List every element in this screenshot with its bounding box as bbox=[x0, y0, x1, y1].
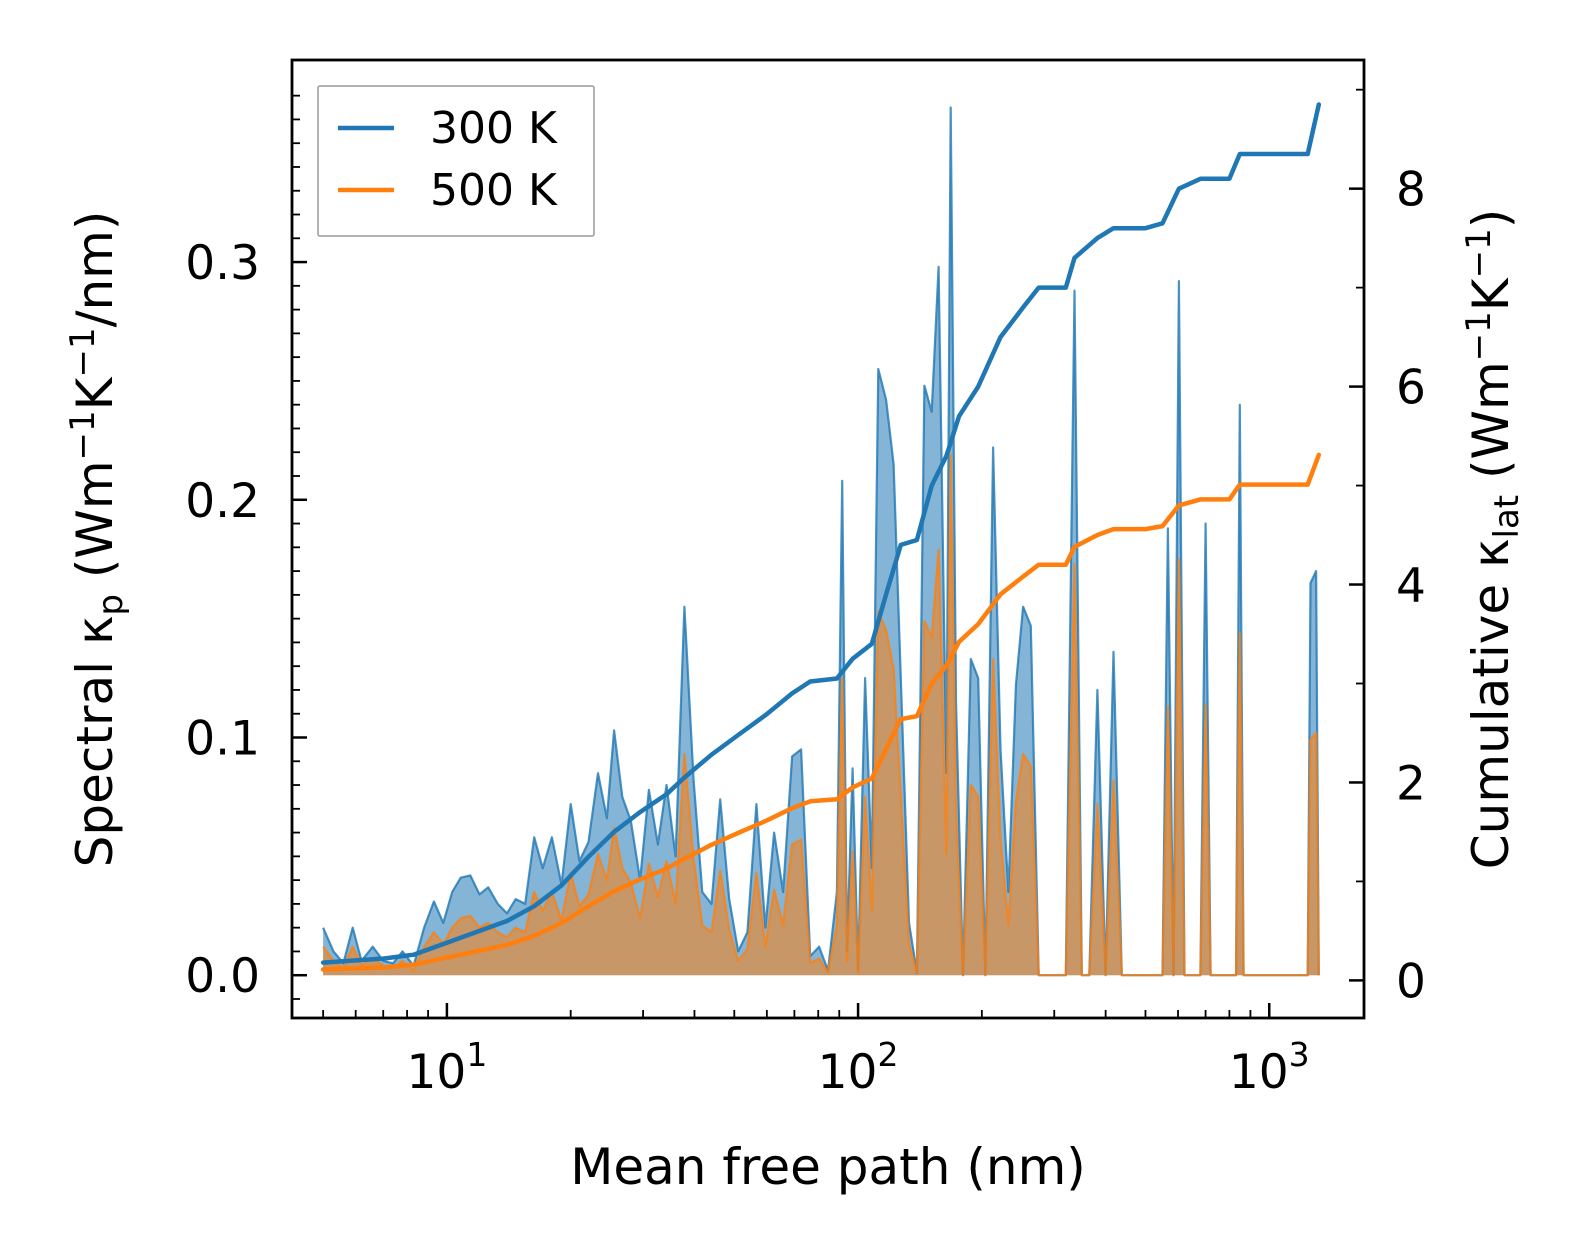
right-y-tick-label: 2 bbox=[1396, 756, 1426, 811]
left-y-tick-label: 0.3 bbox=[185, 236, 260, 291]
spectral-fill-layer bbox=[323, 107, 1319, 976]
right-ylabel-post: (Wm bbox=[1462, 361, 1520, 495]
left-ylabel-sup1: −1 bbox=[63, 410, 103, 460]
x-tick-label: 102 bbox=[818, 1035, 899, 1100]
x-tick-label: 103 bbox=[1229, 1035, 1310, 1100]
legend-label-300k: 300 K bbox=[430, 103, 558, 154]
spectral-line-layer bbox=[322, 106, 1320, 977]
cumulative-line-500k bbox=[320, 452, 1322, 972]
plot-frame bbox=[290, 58, 1366, 1020]
left-y-tick-label: 0.1 bbox=[185, 711, 260, 766]
left-ylabel-post: (Wm bbox=[66, 460, 124, 594]
x-tick-label: 101 bbox=[407, 1035, 488, 1100]
spectral-fill-500k bbox=[323, 454, 1319, 976]
left-y-tick-label: 0.2 bbox=[185, 474, 260, 529]
tick-layer: 101 102 103 0.0 0.1 0.2 0.3 0 2 4 6 8 bbox=[185, 88, 1426, 1100]
legend-box bbox=[317, 85, 595, 237]
right-y-axis-title: Cumulative κlat (Wm−1K−1) bbox=[1459, 209, 1527, 869]
right-ylabel-sub: lat bbox=[1487, 495, 1527, 539]
x-axis-title: Mean free path (nm) bbox=[570, 1138, 1086, 1196]
left-y-tick-label: 0.0 bbox=[185, 949, 260, 1004]
cumulative-line-300k bbox=[320, 102, 1322, 965]
left-ylabel-pre: Spectral κ bbox=[66, 616, 124, 868]
right-ylabel-mid: K bbox=[1462, 277, 1520, 311]
legend: 300 K 500 K bbox=[317, 85, 595, 237]
right-ylabel-sup1: −1 bbox=[1459, 311, 1499, 361]
left-ylabel-mid: K bbox=[66, 376, 124, 410]
legend-label-500k: 500 K bbox=[430, 165, 558, 216]
right-ylabel-pre: Cumulative κ bbox=[1462, 538, 1520, 869]
cumulative-line-layer bbox=[320, 102, 1322, 972]
right-y-tick-label: 6 bbox=[1396, 361, 1426, 416]
left-y-axis-title: Spectral κp (Wm−1K−1/nm) bbox=[63, 211, 131, 868]
right-ylabel-end: ) bbox=[1462, 209, 1520, 229]
left-ylabel-end: /nm) bbox=[66, 211, 124, 328]
right-ylabel-sup2: −1 bbox=[1459, 228, 1499, 278]
left-ylabel-sub: p bbox=[91, 594, 131, 616]
right-y-tick-label: 4 bbox=[1396, 559, 1426, 614]
right-y-tick-label: 0 bbox=[1396, 954, 1426, 1009]
spectral-line-500k bbox=[322, 453, 1320, 977]
right-y-tick-label: 8 bbox=[1396, 163, 1426, 218]
left-ylabel-sup2: −1 bbox=[63, 327, 103, 377]
